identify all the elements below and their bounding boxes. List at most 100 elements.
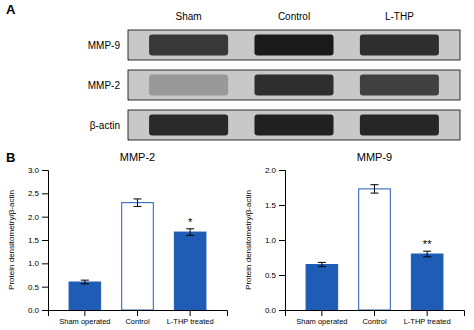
blot-band <box>254 35 333 56</box>
x-tick-mark <box>190 310 191 316</box>
error-bar-stem <box>137 199 138 206</box>
error-bar <box>81 280 89 284</box>
x-axis: Sham operatedControlL-THP treated <box>286 310 465 326</box>
x-tick-mark <box>84 310 85 316</box>
figure: AShamControlL-THPMMP-9MMP-2β-actinBMMP-2… <box>0 0 474 330</box>
error-bar-cap <box>186 228 194 229</box>
y-tick-label: 2.0 <box>28 213 40 222</box>
axis-line <box>42 171 49 311</box>
error-bar <box>186 229 194 236</box>
row-label: β-actin <box>90 120 120 131</box>
y-tick: 1.0 <box>28 259 48 268</box>
error-bar <box>318 262 326 266</box>
bar <box>174 232 206 310</box>
blot-band <box>149 75 228 96</box>
x-tick: Control <box>362 310 387 326</box>
blot-band <box>360 115 439 136</box>
y-tick-label: 2.0 <box>265 166 277 175</box>
bar-panel: MMP-90.00.51.01.52.0Protein densitometry… <box>244 151 465 326</box>
error-bar-stem <box>190 229 191 236</box>
error-bar-cap <box>186 235 194 236</box>
blot-strip <box>128 30 460 60</box>
y-tick-mark <box>279 240 285 241</box>
row-label: MMP-2 <box>88 80 121 91</box>
y-axis-title: Protein densitometry/β-actin <box>7 190 16 290</box>
error-bar-stem <box>321 262 322 266</box>
x-tick-mark <box>321 310 322 316</box>
x-tick-label: Control <box>125 317 150 326</box>
error-bar-cap <box>81 283 89 284</box>
marks <box>69 199 206 310</box>
y-tick-mark <box>42 287 48 288</box>
error-bar <box>423 251 431 257</box>
y-tick-label: 0.5 <box>265 271 277 280</box>
error-bar-cap <box>134 198 142 199</box>
chart-title: MMP-2 <box>120 151 155 163</box>
blot-strip <box>128 110 460 140</box>
y-tick: 0.5 <box>28 283 48 292</box>
y-tick-label: 0.0 <box>265 306 277 315</box>
axis-line <box>286 311 465 317</box>
marks <box>306 185 443 310</box>
panel-label: B <box>6 150 15 165</box>
bar <box>411 254 443 310</box>
y-tick-mark <box>279 275 285 276</box>
y-tick-mark <box>279 205 285 206</box>
x-tick-label: Sham operated <box>296 317 347 326</box>
y-tick-mark <box>279 310 285 311</box>
bar-panel: B MMP-2 0.0 0.5 1.0 1.5 2.0 2.5 3.0 Protein densi… <box>6 150 228 326</box>
y-tick-mark <box>279 170 285 171</box>
y-tick-mark <box>42 240 48 241</box>
y-tick-mark <box>42 217 48 218</box>
bar <box>122 203 154 310</box>
axis-line <box>279 171 286 311</box>
y-tick-label: 2.5 <box>28 189 40 198</box>
blot-band <box>360 35 439 56</box>
error-bar-cap <box>371 193 379 194</box>
error-bar-cap <box>318 266 326 267</box>
axis-line <box>49 311 228 317</box>
blot-band <box>149 35 228 56</box>
blot-band <box>254 75 333 96</box>
y-tick-label: 0.5 <box>28 283 40 292</box>
error-bar-stem <box>427 251 428 257</box>
x-tick: Control <box>125 310 150 326</box>
column-label: L-THP <box>385 11 414 22</box>
y-tick: 1.0 <box>265 236 285 245</box>
column-label: Control <box>278 11 310 22</box>
error-bar-stem <box>374 185 375 193</box>
y-tick-mark <box>42 193 48 194</box>
y-tick: 0.0 <box>28 306 48 315</box>
x-tick: Sham operated <box>59 310 110 326</box>
chart-title: MMP-9 <box>357 151 392 163</box>
blot-strip <box>128 70 460 100</box>
x-tick-mark <box>374 310 375 316</box>
error-bar-cap <box>134 206 142 207</box>
error-bar-stem <box>84 280 85 284</box>
x-tick: L-THP treated <box>167 310 214 326</box>
annotation: ** <box>423 238 432 250</box>
y-tick-label: 1.5 <box>265 201 277 210</box>
plot: MMP-2 0.0 0.5 1.0 1.5 2.0 2.5 3.0 Protein densit… <box>7 151 228 326</box>
x-tick-mark <box>427 310 428 316</box>
y-tick-label: 3.0 <box>28 166 40 175</box>
y-tick: 2.0 <box>28 213 48 222</box>
y-tick: 1.5 <box>28 236 48 245</box>
y-tick-mark <box>42 310 48 311</box>
row-label: MMP-9 <box>88 40 121 51</box>
error-bar-cap <box>81 280 89 281</box>
error-bar-cap <box>371 184 379 185</box>
y-tick: 1.5 <box>265 201 285 210</box>
y-tick-label: 1.0 <box>265 236 277 245</box>
y-tick: 2.5 <box>28 189 48 198</box>
panel-label: A <box>6 2 16 17</box>
y-tick: 2.0 <box>265 166 285 175</box>
blot-band <box>254 115 333 136</box>
y-tick-mark <box>42 263 48 264</box>
x-tick-label: L-THP treated <box>167 317 214 326</box>
y-tick-label: 0.0 <box>28 306 40 315</box>
blot-band <box>360 75 439 96</box>
y-tick: 0.0 <box>265 306 285 315</box>
x-tick-label: Sham operated <box>59 317 110 326</box>
plot: MMP-90.00.51.01.52.0Protein densitometry… <box>244 151 465 326</box>
